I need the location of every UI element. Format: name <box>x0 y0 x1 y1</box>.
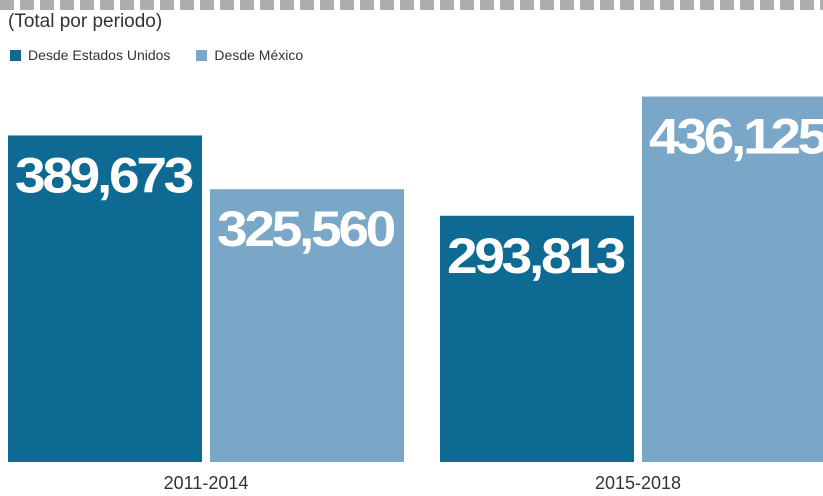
legend-swatch-mexico <box>196 49 208 61</box>
category-label: 2015-2018 <box>595 473 681 493</box>
bar-value-label: 325,560 <box>217 201 394 257</box>
bar-mexico-2011-2014 <box>210 189 404 462</box>
bar-mexico-2015-2018 <box>642 96 823 462</box>
bar-value-label: 293,813 <box>447 228 624 284</box>
legend-label-estados-unidos: Desde Estados Unidos <box>28 47 171 63</box>
chart-legend: Desde Estados Unidos Desde México <box>10 46 303 64</box>
legend-swatch-estados-unidos <box>10 49 21 61</box>
legend-item-estados-unidos: Desde Estados Unidos <box>10 47 170 63</box>
bar-value-label: 436,125 <box>649 109 823 165</box>
bar-estados-unidos-2015-2018 <box>440 215 634 462</box>
legend-item-mexico: Desde México <box>196 47 303 63</box>
category-label: 2011-2014 <box>164 473 249 493</box>
bar-value-label: 389,673 <box>15 147 192 203</box>
cropped-title-strip <box>0 0 823 10</box>
bar-estados-unidos-2011-2014 <box>8 135 202 462</box>
chart-subtitle: (Total por periodo) <box>8 11 163 32</box>
legend-label-mexico: Desde México <box>214 47 304 63</box>
